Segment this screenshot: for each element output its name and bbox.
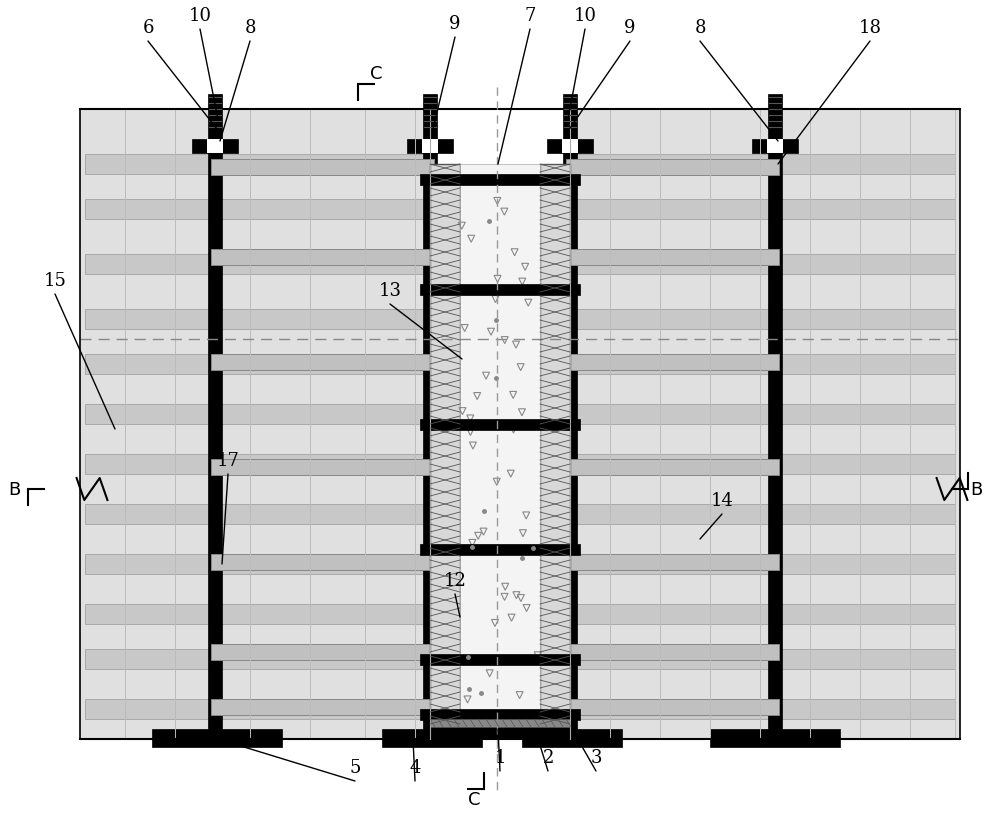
Bar [420,709,580,720]
Text: 8: 8 [244,19,256,37]
Bar [85,604,425,624]
Bar [563,95,577,729]
Bar [211,250,434,265]
Bar [211,459,434,475]
Bar [211,355,434,370]
Bar [566,459,779,475]
Bar [575,310,955,329]
Bar [211,699,434,715]
Bar [575,155,955,174]
Bar [407,140,453,154]
Bar [211,554,434,570]
Bar [460,165,540,719]
Bar [575,200,955,219]
Bar [425,724,575,738]
Text: 13: 13 [379,282,402,300]
Bar [192,140,238,154]
Bar [562,140,578,154]
Bar [420,545,580,555]
Bar [420,174,580,186]
Text: 14: 14 [711,491,733,509]
Bar [540,165,570,719]
Bar [522,729,622,747]
Bar [422,140,438,154]
Bar [566,160,779,176]
Text: 9: 9 [624,19,636,37]
Bar [710,729,840,747]
Bar [80,110,430,739]
Text: 18: 18 [858,19,882,37]
Bar [768,95,782,729]
Bar [547,140,593,154]
Text: 17: 17 [217,451,239,469]
Bar [85,255,425,274]
Bar [85,505,425,524]
Bar [85,310,425,329]
Text: 8: 8 [694,19,706,37]
Text: C: C [370,65,383,83]
Bar [85,455,425,474]
Bar [420,285,580,296]
Bar [85,554,425,574]
Text: 4: 4 [409,758,421,776]
Bar [566,645,779,660]
Bar [430,719,570,727]
Text: 2: 2 [542,748,554,766]
Bar [575,255,955,274]
Bar [211,645,434,660]
Text: 12: 12 [444,572,466,590]
Text: C: C [468,790,481,808]
Bar [382,729,482,747]
Text: 9: 9 [449,15,461,33]
Bar [208,95,222,729]
Bar [575,405,955,424]
Bar [575,699,955,719]
Bar [575,604,955,624]
Bar [152,729,282,747]
Bar [752,140,798,154]
Bar [570,110,960,739]
Text: B: B [970,481,982,499]
Bar [566,554,779,570]
Bar [420,654,580,665]
Bar [767,140,783,154]
Bar [575,649,955,669]
Text: 10: 10 [574,7,596,25]
Bar [566,355,779,370]
Text: B: B [8,481,20,499]
Bar [85,155,425,174]
Text: 1: 1 [494,748,506,766]
Text: 15: 15 [44,272,66,290]
Bar [575,505,955,524]
Bar [85,200,425,219]
Bar [566,250,779,265]
Text: 6: 6 [142,19,154,37]
Bar [566,699,779,715]
Bar [85,699,425,719]
Bar [211,160,434,176]
Bar [575,455,955,474]
Bar [430,165,460,719]
Bar [85,355,425,374]
Bar [575,554,955,574]
Bar [85,405,425,424]
Text: 10: 10 [189,7,212,25]
Text: 7: 7 [524,7,536,25]
Bar [423,95,437,729]
Bar [207,140,223,154]
Bar [575,355,955,374]
Bar [420,419,580,431]
Text: 3: 3 [590,748,602,766]
Text: 5: 5 [349,758,361,776]
Bar [85,649,425,669]
